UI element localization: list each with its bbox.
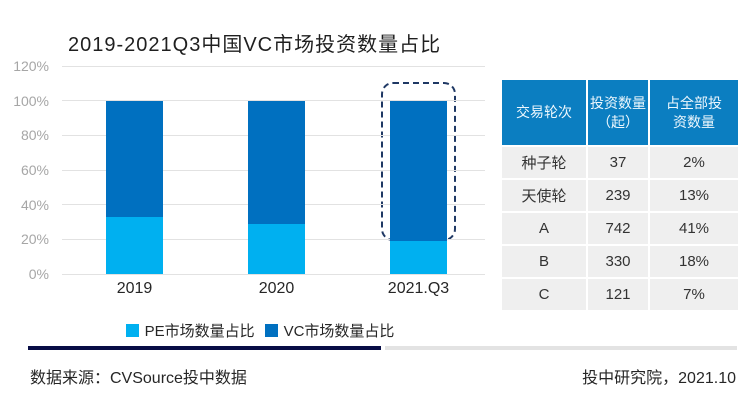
x-tick-label: 2021.Q3 [387, 280, 450, 297]
table-header-row: 交易轮次 投资数量（起） 占全部投资数量 [502, 80, 738, 145]
table-header-cell: 交易轮次 [502, 80, 586, 145]
bar-segment-PE市场数量占比-2020 [248, 223, 305, 274]
table-header-cell: 占全部投资数量 [650, 80, 738, 145]
publisher-note: 投中研究院，2021.10 [582, 370, 736, 387]
legend-swatch-icon [125, 324, 139, 337]
bar-segment-PE市场数量占比-2021.Q3 [390, 241, 447, 274]
bar-segment-VC市场数量占比-2021.Q3 [390, 100, 447, 242]
bar-segment-VC市场数量占比-2019 [106, 100, 163, 217]
table-row: 种子轮 37 2% [502, 147, 738, 178]
bar-segment-VC市场数量占比-2020 [248, 100, 305, 224]
y-tick-label: 80% [20, 127, 49, 144]
table-cell-share: 41% [650, 213, 738, 244]
table-cell-share: 7% [650, 279, 738, 310]
stacked-bar-2020 [248, 100, 305, 274]
table-cell-share: 2% [650, 147, 738, 178]
table-row: A 742 41% [502, 213, 738, 244]
footer-divider [28, 346, 737, 350]
y-tick-label: 40% [20, 196, 49, 213]
gridline [62, 65, 485, 67]
table-body: 种子轮 37 2% 天使轮 239 13% A 742 41% B 330 18% C 121 7% [502, 147, 738, 310]
divider-gray-segment [385, 346, 737, 350]
x-tick-label: 2020 [258, 280, 295, 297]
rounds-table: 交易轮次 投资数量（起） 占全部投资数量 种子轮 37 2% 天使轮 239 13% A 742 4… [500, 78, 740, 312]
x-tick-label: 2019 [116, 280, 153, 297]
legend-label: PE市场数量占比 [144, 323, 255, 340]
legend-swatch-icon [264, 324, 278, 337]
legend-item: PE市场数量占比 [125, 320, 255, 341]
chart-title: 2019-2021Q3中国VC市场投资数量占比 [68, 34, 442, 56]
table-cell-count: 121 [588, 279, 648, 310]
y-tick-label: 20% [20, 231, 49, 248]
table-cell-count: 239 [588, 180, 648, 211]
table-row: B 330 18% [502, 246, 738, 277]
table-cell-count: 330 [588, 246, 648, 277]
y-tick-label: 0% [28, 266, 49, 282]
table-cell-round: 天使轮 [502, 180, 586, 211]
plot-area: 2019 2020 2021.Q3 [62, 65, 485, 297]
y-tick-label: 100% [13, 92, 49, 109]
table-cell-share: 13% [650, 180, 738, 211]
table-cell-round: 种子轮 [502, 147, 586, 178]
table-cell-share: 18% [650, 246, 738, 277]
rounds-table-panel: 交易轮次 投资数量（起） 占全部投资数量 种子轮 37 2% 天使轮 239 13% A 742 4… [500, 78, 740, 312]
legend-item: VC市场数量占比 [264, 320, 395, 341]
table-header-cell: 投资数量（起） [588, 80, 648, 145]
table-row: C 121 7% [502, 279, 738, 310]
stacked-bar-2021.Q3 [390, 100, 447, 274]
data-source-note: 数据来源：CVSource投中数据 [30, 370, 247, 387]
table-cell-count: 37 [588, 147, 648, 178]
chart-legend: PE市场数量占比 VC市场数量占比 [30, 320, 490, 341]
table-cell-round: C [502, 279, 586, 310]
legend-label: VC市场数量占比 [283, 323, 395, 340]
table-cell-count: 742 [588, 213, 648, 244]
table-row: 天使轮 239 13% [502, 180, 738, 211]
gridline [62, 273, 485, 275]
table-cell-round: B [502, 246, 586, 277]
bar-segment-PE市场数量占比-2019 [106, 216, 163, 274]
y-axis-tick-labels: 0% 20% 40% 60% 80% 100% 120% [6, 58, 49, 282]
gridline [62, 100, 485, 102]
table-cell-round: A [502, 213, 586, 244]
y-tick-label: 60% [20, 162, 49, 178]
stacked-bar-2019 [106, 100, 163, 274]
y-tick-label: 120% [13, 58, 49, 74]
divider-navy-segment [28, 346, 381, 350]
